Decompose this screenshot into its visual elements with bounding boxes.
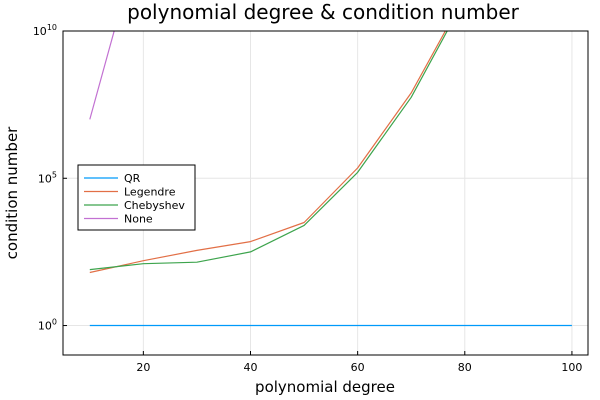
series-line-none: [89, 31, 115, 120]
y-tick-label: 105: [38, 170, 57, 185]
y-axis: 100 105 1010: [33, 23, 67, 333]
plot-frame: [62, 30, 589, 356]
chart-title: polynomial degree & condition number: [127, 0, 520, 24]
x-tick-label: 20: [136, 361, 150, 374]
x-tick-label: 80: [458, 361, 472, 374]
series-layer: [89, 31, 572, 327]
x-tick-label: 60: [351, 361, 365, 374]
legend-label-none: None: [124, 213, 153, 226]
legend-label-chebyshev: Chebyshev: [124, 199, 185, 212]
x-axis: 20 40 60 80 100: [136, 351, 582, 374]
legend-label-qr: QR: [124, 172, 141, 185]
x-tick-label: 40: [244, 361, 258, 374]
legend-label-legendre: Legendre: [124, 186, 176, 199]
x-tick-label: 100: [561, 361, 582, 374]
x-axis-label: polynomial degree: [255, 378, 395, 396]
y-tick-label: 1010: [33, 23, 57, 38]
legend-box: [77, 164, 196, 231]
y-axis-label: condition number: [3, 126, 21, 259]
series-line-chebyshev: [89, 31, 448, 271]
y-tick-label: 100: [38, 318, 57, 333]
series-line-legendre: [89, 31, 447, 274]
